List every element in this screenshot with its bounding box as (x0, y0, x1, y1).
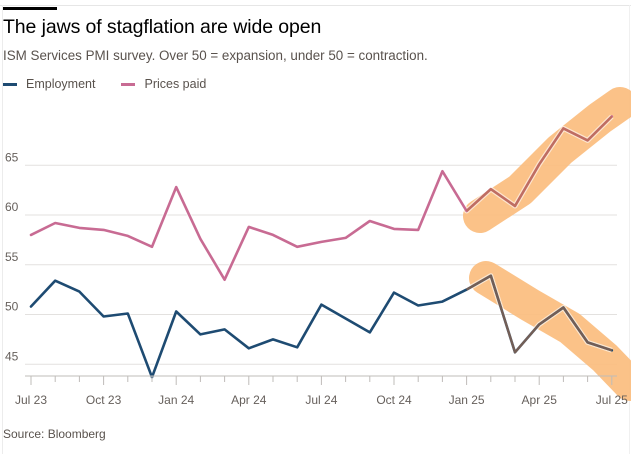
x-tick-label-jan-25: Jan 25 (449, 393, 485, 407)
x-tick-label-oct-23: Oct 23 (86, 393, 122, 407)
x-tick-label-apr-25: Apr 25 (522, 393, 558, 407)
x-tick-label-jul-23: Jul 23 (15, 393, 47, 407)
legend-label-prices-paid: Prices paid (144, 77, 207, 91)
y-tick-label-65: 65 (5, 150, 19, 164)
source-note: Source: Bloomberg (3, 427, 106, 441)
legend-swatch-prices-paid (121, 82, 136, 86)
legend-item-prices-paid: Prices paid (121, 77, 206, 91)
x-tick-label-jul-25: Jul 25 (596, 393, 628, 407)
chart-subtitle: ISM Services PMI survey. Over 50 = expan… (3, 48, 428, 63)
chart-title: The jaws of stagflation are wide open (3, 16, 322, 38)
legend-swatch-employment (3, 82, 17, 86)
frame-top-border (0, 5, 631, 6)
y-tick-label-45: 45 (5, 349, 19, 363)
y-axis-labels: 45 50 55 60 65 (5, 150, 19, 363)
x-tick-label-jan-24: Jan 24 (158, 393, 194, 407)
legend-label-employment: Employment (26, 77, 96, 91)
x-axis: Jul 23 Oct 23 Jan 24 Apr 24 Jul 24 Oct 24 Jan … (15, 375, 628, 407)
legend: Employment Prices paid (3, 77, 232, 91)
frame-right-border (629, 5, 630, 454)
frame-left-border (2, 5, 3, 454)
highlight-band-employment (469, 261, 631, 401)
series-highlighted-prices-paid (465, 115, 613, 212)
y-tick-label-50: 50 (5, 300, 19, 314)
header-accent-bar (3, 7, 57, 10)
x-tick-label-apr-24: Apr 24 (231, 393, 267, 407)
legend-item-employment: Employment (3, 77, 95, 91)
x-tick-label-oct-24: Oct 24 (376, 393, 412, 407)
y-tick-label-60: 60 (5, 200, 19, 214)
highlight-bands (463, 87, 631, 401)
y-tick-label-55: 55 (5, 250, 19, 264)
series-highlighted-employment (466, 274, 613, 354)
x-tick-label-jul-24: Jul 24 (305, 393, 337, 407)
series-lines (29, 114, 614, 380)
